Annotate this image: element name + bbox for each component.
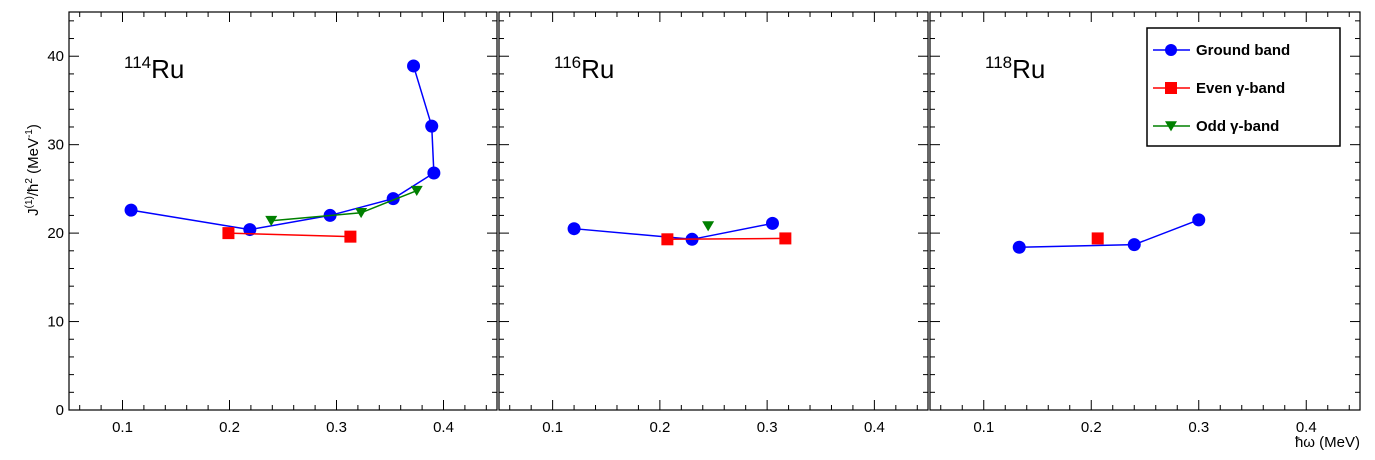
legend-label: Odd γ-band (1196, 118, 1279, 135)
series-even-band (222, 227, 357, 243)
x-tick-label: 0.1 (112, 419, 133, 436)
y-tick-label: 40 (47, 48, 64, 65)
data-point (765, 216, 779, 230)
series-ground-band (1012, 213, 1206, 254)
series-even-band (661, 232, 792, 246)
data-point (1192, 213, 1206, 227)
series-line (667, 237, 786, 241)
x-tick-label: 0.4 (433, 419, 454, 436)
x-tick-label: 0.2 (219, 419, 240, 436)
x-tick-label: 0.3 (757, 419, 778, 436)
data-point (567, 222, 581, 236)
nucleus-mass: 116 (554, 53, 581, 72)
y-axis-title-part: /ħ (25, 184, 42, 197)
x-tick-label: 0.4 (864, 419, 885, 436)
panel-1: 0.1 0.2 0.3 0.4 0 10 20 30 40 114Ru (47, 11, 498, 436)
legend-marker (1165, 82, 1177, 94)
data-point (1091, 232, 1104, 245)
nucleus-label: 116Ru (554, 53, 614, 84)
series-odd-band (702, 221, 715, 232)
legend-entry: Even γ-band (1153, 80, 1285, 97)
x-tick-label: 0.2 (1081, 419, 1102, 436)
data-point (779, 232, 792, 245)
series-line (228, 232, 351, 238)
data-point (427, 166, 441, 180)
x-tick-label: 0.3 (326, 419, 347, 436)
y-axis-title-part: (1) (24, 196, 35, 208)
y-axis-title: J(1)/ħ2 (MeV-1) (24, 124, 42, 216)
legend-marker (1165, 121, 1177, 132)
y-axis-title-part: -1 (24, 129, 35, 138)
data-point (222, 227, 235, 240)
y-axis-title-part: 2 (24, 178, 35, 184)
legend-entry: Ground band (1153, 42, 1290, 59)
data-point (407, 59, 421, 73)
data-point (1127, 238, 1141, 252)
nucleus-mass: 114 (124, 53, 151, 72)
nucleus-element: Ru (151, 54, 184, 84)
data-point (661, 233, 674, 246)
y-axis-title-part: J (25, 208, 42, 216)
nucleus-mass: 118 (985, 53, 1012, 72)
data-point (265, 215, 278, 227)
y-tick-label: 30 (47, 137, 64, 154)
series-line (1019, 219, 1200, 249)
data-point (243, 223, 257, 237)
data-point (1012, 240, 1026, 254)
x-axis-title: ħω (MeV) (1295, 434, 1360, 451)
nucleus-element: Ru (1012, 54, 1045, 84)
nucleus-element: Ru (581, 54, 614, 84)
legend-marker (1165, 44, 1177, 56)
y-axis-title-part: ) (25, 124, 42, 129)
series-ground-band (124, 59, 441, 237)
plot-frame (929, 11, 1361, 411)
series-line (130, 65, 435, 231)
plot-frame (498, 11, 929, 411)
series-even-band (1091, 232, 1104, 245)
series-odd-band (265, 185, 423, 227)
legend-label: Even γ-band (1196, 80, 1285, 97)
nucleus-label: 114Ru (124, 53, 184, 84)
plot-frame (68, 11, 498, 411)
data-point (344, 230, 357, 243)
y-tick-label: 0 (56, 402, 64, 419)
panel-2: 0.1 0.2 0.3 0.4 116Ru (498, 11, 929, 436)
x-tick-label: 0.4 (1296, 419, 1317, 436)
y-tick-label: 10 (47, 314, 64, 331)
panel-3: 0.1 0.2 0.3 0.4 118Ru (929, 11, 1361, 436)
data-point (124, 203, 138, 217)
data-point (355, 207, 368, 219)
x-tick-label: 0.1 (542, 419, 563, 436)
legend-label: Ground band (1196, 42, 1290, 59)
nucleus-label: 118Ru (985, 53, 1045, 84)
y-tick-label: 20 (47, 225, 64, 242)
x-tick-label: 0.1 (973, 419, 994, 436)
data-point (702, 221, 715, 232)
legend-entry: Odd γ-band (1153, 118, 1279, 135)
legend: Ground band Even γ-band Odd γ-band (1146, 27, 1341, 147)
data-point (410, 185, 423, 197)
y-axis-title-part: (MeV (25, 138, 42, 178)
data-point (425, 119, 439, 133)
x-tick-label: 0.3 (1188, 419, 1209, 436)
x-tick-label: 0.2 (649, 419, 670, 436)
